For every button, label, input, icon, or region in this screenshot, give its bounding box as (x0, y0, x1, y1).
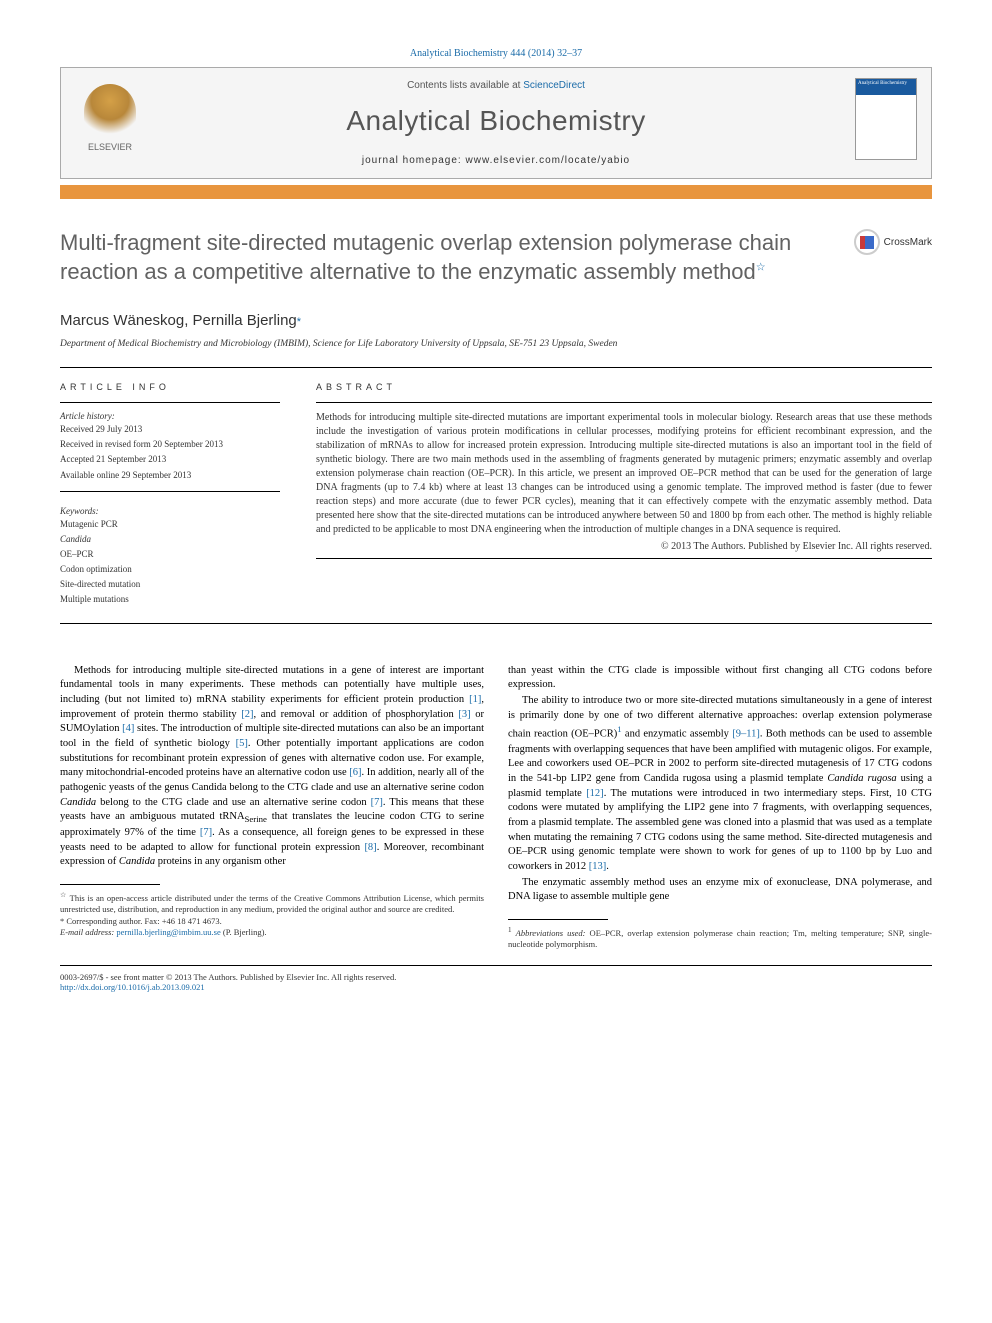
divider (60, 367, 932, 368)
footnote-divider (508, 919, 608, 920)
revised-date: Received in revised form 20 September 20… (60, 438, 280, 450)
accepted-date: Accepted 21 September 2013 (60, 453, 280, 465)
email-link[interactable]: pernilla.bjerling@imbim.uu.se (116, 927, 220, 937)
citation-link[interactable]: [8] (364, 842, 376, 853)
received-date: Received 29 July 2013 (60, 423, 280, 435)
citation-link[interactable]: [5] (236, 738, 248, 749)
journal-cover-thumbnail: Analytical Biochemistry (855, 78, 917, 160)
keyword: Candida (60, 533, 280, 545)
divider (60, 491, 280, 492)
citation-link[interactable]: [7] (371, 797, 383, 808)
footer: 0003-2697/$ - see front matter © 2013 Th… (60, 965, 932, 992)
citation-link[interactable]: [9–11] (732, 729, 760, 740)
journal-header: ELSEVIER Analytical Biochemistry Content… (60, 67, 932, 179)
body-column-right: than yeast within the CTG clade is impos… (508, 664, 932, 951)
citation-link[interactable]: [2] (241, 709, 253, 720)
contents-line: Contents lists available at ScienceDirec… (61, 80, 931, 91)
corresponding-author-mark: * (297, 316, 301, 328)
online-date: Available online 29 September 2013 (60, 469, 280, 481)
abstract-text: Methods for introducing multiple site-di… (316, 411, 932, 537)
authors: Marcus Wäneskog, Pernilla Bjerling* (60, 312, 932, 329)
title-footnote-mark: ☆ (756, 261, 766, 273)
article-info-heading: ARTICLE INFO (60, 382, 280, 392)
doi-link[interactable]: http://dx.doi.org/10.1016/j.ab.2013.09.0… (60, 982, 205, 992)
citation-link[interactable]: [4] (122, 723, 134, 734)
homepage-url[interactable]: www.elsevier.com/locate/yabio (466, 155, 631, 166)
citation-link[interactable]: [12] (586, 788, 604, 799)
abstract-panel: ABSTRACT Methods for introducing multipl… (316, 382, 932, 608)
footnote: ☆ This is an open-access article distrib… (60, 891, 484, 916)
divider (60, 402, 280, 403)
citation-link[interactable]: [6] (349, 767, 361, 778)
keyword: OE–PCR (60, 548, 280, 560)
footnote-divider (60, 884, 160, 885)
journal-homepage: journal homepage: www.elsevier.com/locat… (61, 155, 931, 166)
keyword: Codon optimization (60, 563, 280, 575)
elsevier-logo: ELSEVIER (75, 84, 145, 162)
publisher-name: ELSEVIER (88, 142, 132, 152)
keyword: Mutagenic PCR (60, 518, 280, 530)
affiliation: Department of Medical Biochemistry and M… (60, 339, 932, 349)
crossmark-icon (854, 229, 880, 255)
history-label: Article history: (60, 411, 280, 421)
journal-citation: Analytical Biochemistry 444 (2014) 32–37 (60, 48, 932, 59)
keywords-label: Keywords: (60, 506, 280, 516)
header-accent-bar (60, 185, 932, 199)
abstract-copyright: © 2013 The Authors. Published by Elsevie… (316, 541, 932, 552)
citation-link[interactable]: [1] (469, 694, 481, 705)
journal-name: Analytical Biochemistry (61, 105, 931, 137)
citation-link[interactable]: [7] (200, 827, 212, 838)
footnote: E-mail address: pernilla.bjerling@imbim.… (60, 927, 484, 938)
divider (60, 623, 932, 624)
crossmark-badge[interactable]: CrossMark (854, 229, 932, 255)
body-text: Methods for introducing multiple site-di… (60, 664, 932, 951)
citation-link[interactable]: [13] (589, 861, 607, 872)
abstract-heading: ABSTRACT (316, 382, 932, 392)
body-column-left: Methods for introducing multiple site-di… (60, 664, 484, 951)
keyword: Site-directed mutation (60, 578, 280, 590)
article-info-panel: ARTICLE INFO Article history: Received 2… (60, 382, 280, 608)
citation-link[interactable]: [3] (458, 709, 470, 720)
divider (316, 402, 932, 403)
sciencedirect-link[interactable]: ScienceDirect (523, 80, 585, 91)
divider (316, 558, 932, 559)
keyword: Multiple mutations (60, 593, 280, 605)
footnote: * Corresponding author. Fax: +46 18 471 … (60, 916, 484, 927)
article-title: Multi-fragment site-directed mutagenic o… (60, 229, 834, 286)
footnote: 1 Abbreviations used: OE–PCR, overlap ex… (508, 926, 932, 951)
issn-copyright: 0003-2697/$ - see front matter © 2013 Th… (60, 972, 932, 982)
